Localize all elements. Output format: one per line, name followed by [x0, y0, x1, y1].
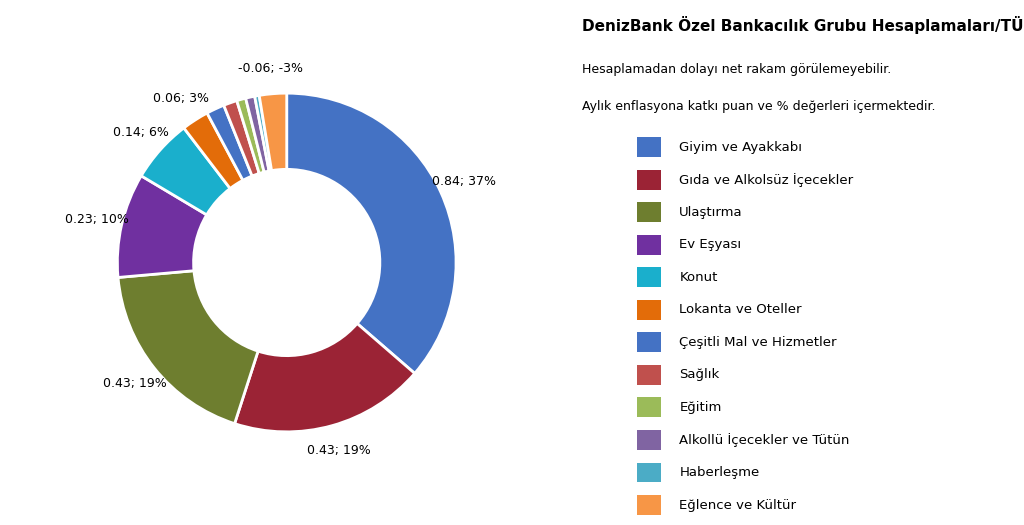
Text: Sağlık: Sağlık	[679, 369, 720, 381]
Wedge shape	[237, 98, 264, 173]
Text: Konut: Konut	[679, 271, 718, 284]
Text: Ev Eşyası: Ev Eşyası	[679, 238, 741, 251]
Text: 0.14; 6%: 0.14; 6%	[114, 127, 169, 140]
FancyBboxPatch shape	[637, 332, 662, 352]
Text: 0.43; 19%: 0.43; 19%	[102, 377, 166, 391]
FancyBboxPatch shape	[637, 170, 662, 190]
Text: DenizBank Özel Bankacılık Grubu Hesaplamaları/TÜİK: DenizBank Özel Bankacılık Grubu Hesaplam…	[583, 16, 1024, 34]
FancyBboxPatch shape	[637, 235, 662, 255]
FancyBboxPatch shape	[637, 202, 662, 222]
Text: 0.43; 19%: 0.43; 19%	[307, 444, 371, 457]
Text: Ulaştırma: Ulaştırma	[679, 206, 743, 218]
Wedge shape	[287, 93, 456, 373]
Text: 0.23; 10%: 0.23; 10%	[65, 213, 129, 226]
FancyBboxPatch shape	[637, 137, 662, 157]
Wedge shape	[118, 176, 207, 277]
FancyBboxPatch shape	[637, 267, 662, 287]
Text: 0.84; 37%: 0.84; 37%	[432, 175, 496, 188]
Text: Giyim ve Ayakkabı: Giyim ve Ayakkabı	[679, 141, 803, 153]
FancyBboxPatch shape	[637, 365, 662, 385]
Wedge shape	[246, 96, 269, 172]
Wedge shape	[224, 101, 259, 176]
Text: Hesaplamadan dolayı net rakam görülemeyebilir.: Hesaplamadan dolayı net rakam görülemeye…	[583, 63, 892, 76]
Text: Alkollü İçecekler ve Tütün: Alkollü İçecekler ve Tütün	[679, 433, 850, 447]
Text: Lokanta ve Oteller: Lokanta ve Oteller	[679, 303, 802, 316]
Text: Aylık enflasyona katkı puan ve % değerleri içermektedir.: Aylık enflasyona katkı puan ve % değerle…	[583, 100, 936, 113]
Wedge shape	[118, 271, 258, 424]
Wedge shape	[234, 323, 415, 432]
Wedge shape	[255, 96, 271, 171]
FancyBboxPatch shape	[637, 300, 662, 320]
Text: -0.06; -3%: -0.06; -3%	[239, 62, 303, 75]
Text: 0.06; 3%: 0.06; 3%	[154, 92, 210, 105]
FancyBboxPatch shape	[637, 463, 662, 482]
Text: Çeşitli Mal ve Hizmetler: Çeşitli Mal ve Hizmetler	[679, 336, 837, 349]
Wedge shape	[259, 93, 287, 171]
Text: Eğitim: Eğitim	[679, 401, 722, 414]
Text: Haberleşme: Haberleşme	[679, 466, 760, 479]
FancyBboxPatch shape	[637, 397, 662, 417]
Text: Eğlence ve Kültür: Eğlence ve Kültür	[679, 499, 797, 511]
Wedge shape	[207, 106, 252, 180]
Text: Gıda ve Alkolsüz İçecekler: Gıda ve Alkolsüz İçecekler	[679, 173, 853, 186]
Wedge shape	[184, 113, 243, 188]
Wedge shape	[141, 128, 230, 215]
FancyBboxPatch shape	[637, 495, 662, 515]
FancyBboxPatch shape	[637, 430, 662, 450]
